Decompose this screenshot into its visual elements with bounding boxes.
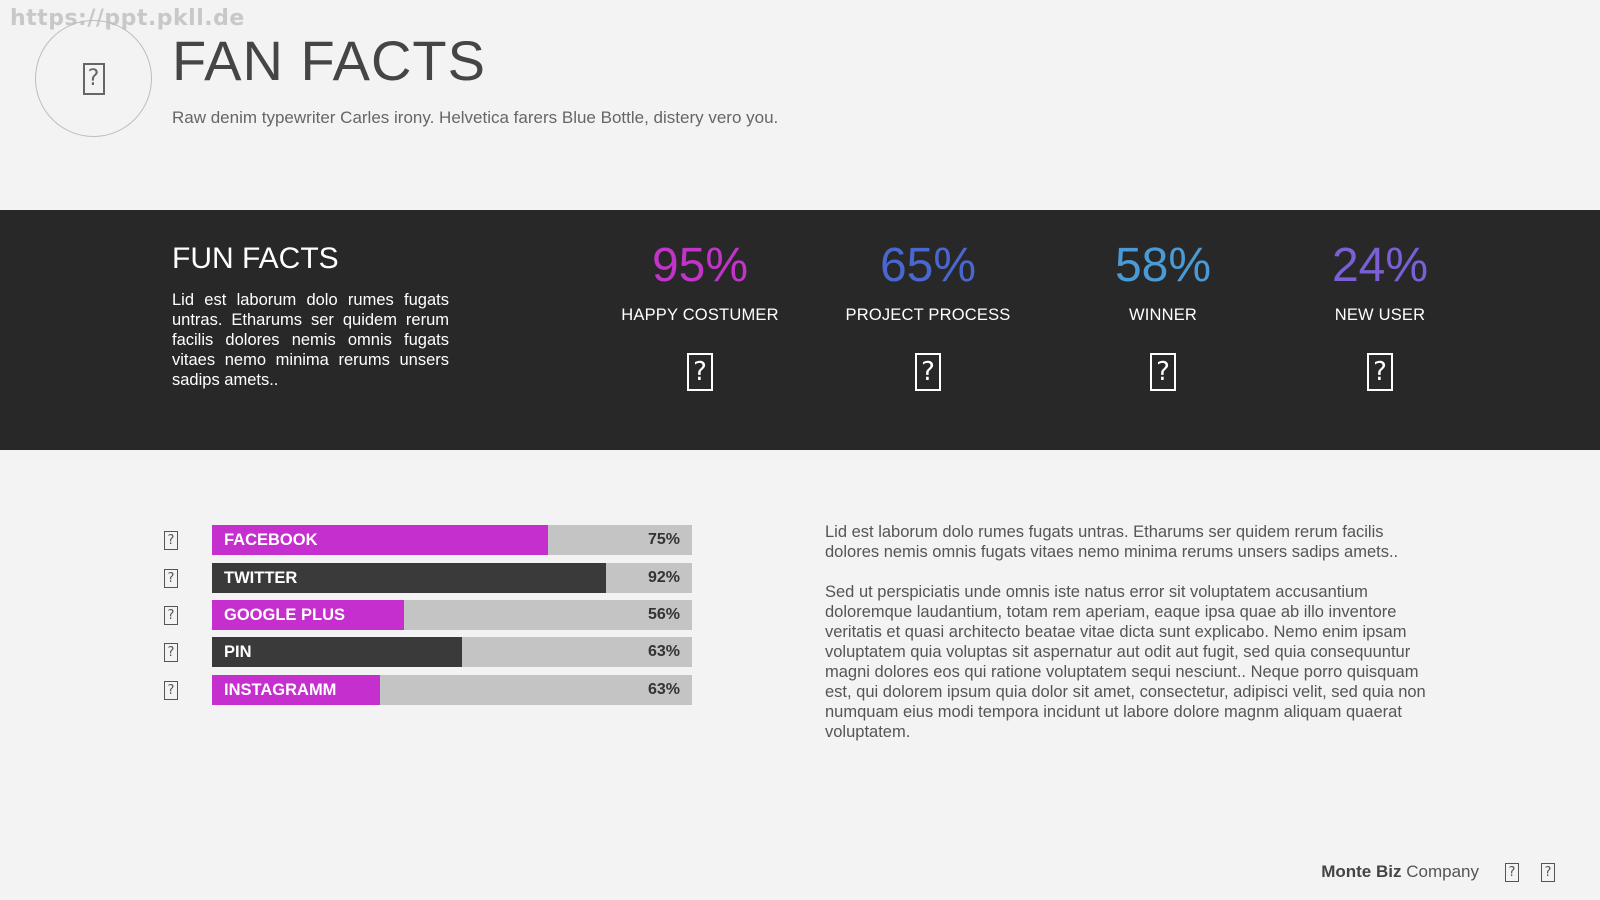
footer-brand: Monte Biz [1321,862,1402,881]
missing-glyph-icon: ? [1367,353,1393,391]
bar-label: TWITTER [224,569,298,587]
bar-label: GOOGLE PLUS [224,606,346,624]
header-icon-circle: ? [35,20,152,137]
bar-row-twitter: ? TWITTER 92% [160,563,700,593]
missing-glyph-icon: ? [164,606,178,625]
page-subtitle: Raw denim typewriter Carles irony. Helve… [172,108,779,127]
stat-value: 24% [1331,239,1429,292]
bar-track: TWITTER 92% [212,563,692,593]
fun-facts-band: FUN FACTS Lid est laborum dolo rumes fug… [0,210,1600,450]
bar-fill [212,675,380,705]
bar-fill [212,600,404,630]
stat-label: NEW USER [1334,306,1426,324]
bar-row-pin: ? PIN 63% [160,637,700,667]
bar-percent: 92% [647,569,680,586]
bar-track: PIN 63% [212,637,692,667]
stat-value: 58% [1114,239,1212,292]
bar-label: PIN [224,643,252,661]
bar-fill [212,563,606,593]
missing-glyph-icon: ? [164,569,178,588]
missing-glyph-icon: ? [164,681,178,700]
bar-label: FACEBOOK [224,531,318,549]
bar-track: INSTAGRAMM 63% [212,675,692,705]
missing-glyph-icon: ? [164,643,178,662]
body-paragraph-2: Sed ut perspiciatis unde omnis iste natu… [825,583,1426,741]
missing-glyph-icon: ? [915,353,941,391]
missing-glyph-icon: ? [82,62,105,95]
body-paragraph-1: Lid est laborum dolo rumes fugats untras… [825,523,1399,561]
watermark: https://ppt.pkll.de [10,6,245,31]
body-text: Lid est laborum dolo rumes fugats untras… [825,522,1435,762]
bar-track: GOOGLE PLUS 56% [212,600,692,630]
stat-value: 95% [651,239,749,292]
stat-project-process: 65% PROJECT PROCESS ? [828,238,1028,391]
stat-label: WINNER [1128,306,1198,324]
bar-row-facebook: ? FACEBOOK 75% [160,525,700,555]
missing-glyph-icon: ? [164,531,178,550]
missing-glyph-icon: ? [1150,353,1176,391]
bar-percent: 75% [647,531,680,548]
bar-row-instagramm: ? INSTAGRAMM 63% [160,675,700,705]
bar-fill [212,637,462,667]
footer-suffix: Company [1406,862,1479,881]
fun-facts-title: FUN FACTS [172,242,339,275]
footer: Monte Biz Company ? ? [1321,862,1555,882]
bar-track: FACEBOOK 75% [212,525,692,555]
missing-glyph-icon: ? [1541,862,1555,882]
bar-label: INSTAGRAMM [224,681,337,699]
missing-glyph-icon: ? [687,353,713,391]
stat-label: PROJECT PROCESS [845,306,1011,324]
stat-happy-costumer: 95% HAPPY COSTUMER ? [600,238,800,391]
bar-percent: 63% [647,681,680,698]
stat-winner: 58% WINNER ? [1063,238,1263,391]
bar-percent: 63% [647,643,680,660]
stat-label: HAPPY COSTUMER [621,306,779,324]
missing-glyph-icon: ? [1505,862,1519,882]
bar-percent: 56% [647,606,680,623]
page-title: FAN FACTS [172,29,486,92]
fun-facts-description: Lid est laborum dolo rumes fugats untras… [172,291,449,389]
bar-fill [212,525,548,555]
stat-new-user: 24% NEW USER ? [1280,238,1480,391]
bar-row-google-plus: ? GOOGLE PLUS 56% [160,600,700,630]
stat-value: 65% [879,239,977,292]
